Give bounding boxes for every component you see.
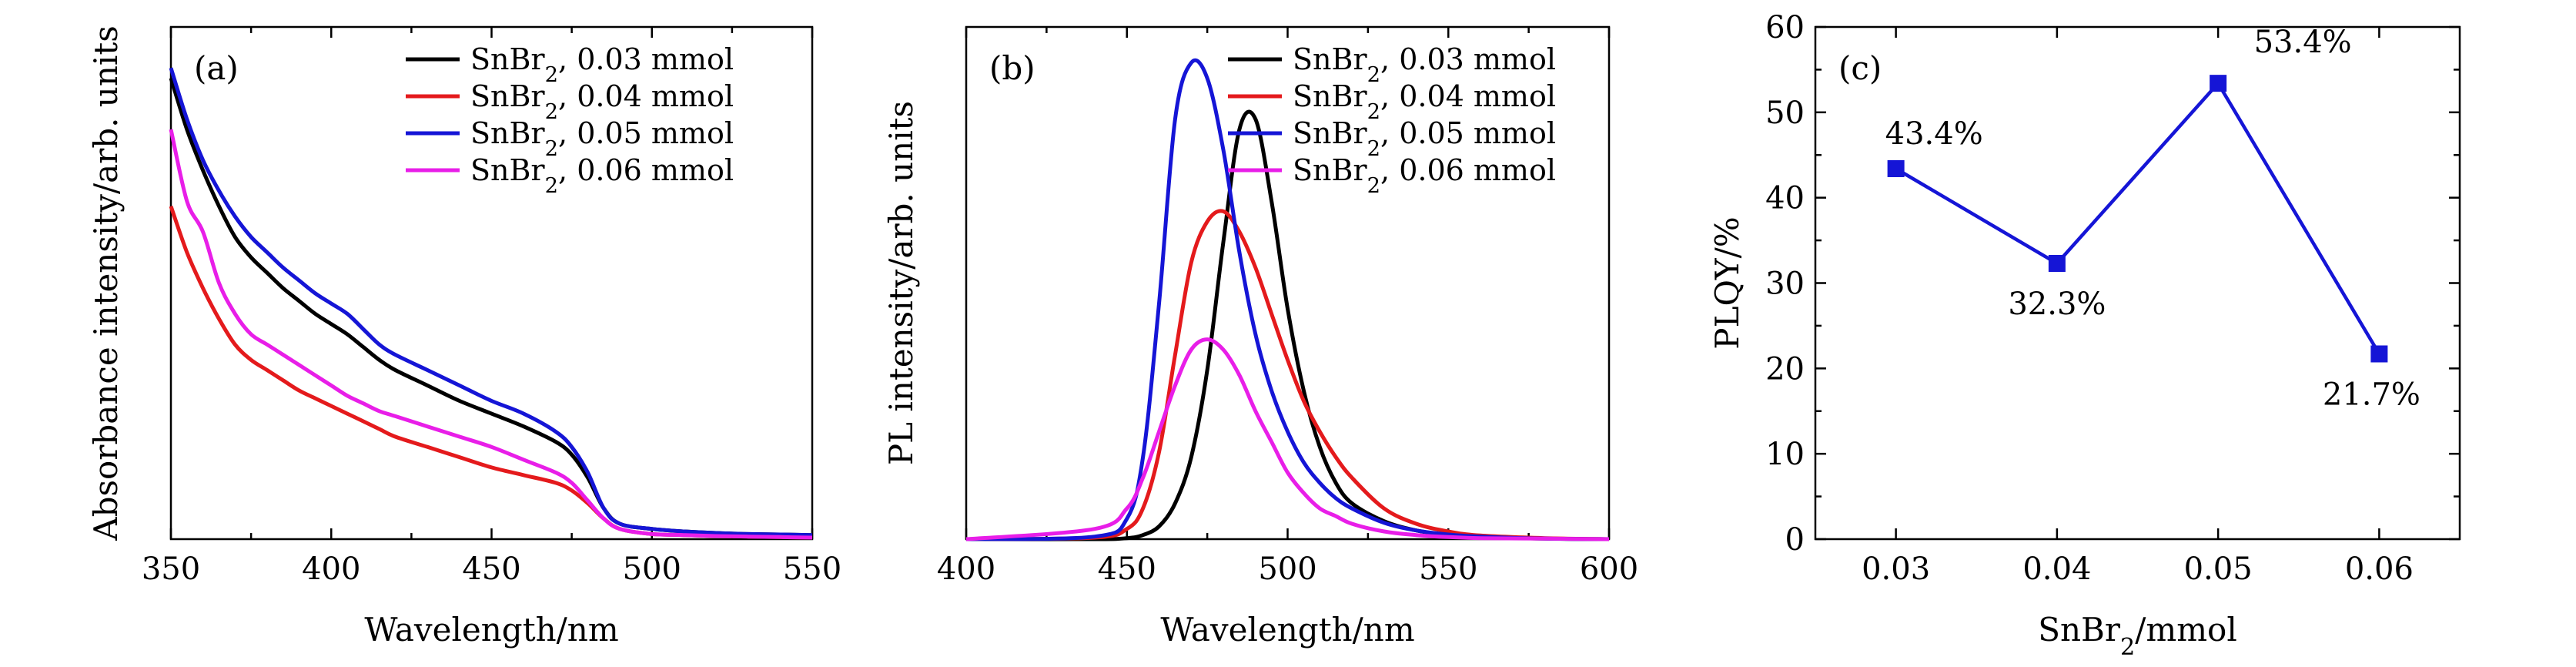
panel-b: 400 450 500 550 600 Wavelength/nm PL intensity… (882, 25, 1638, 649)
data-label: 53.4% (2254, 25, 2352, 60)
plot-frame (1814, 25, 2461, 541)
data-label: 43.4% (1885, 116, 1983, 152)
panel-a: 350 400 450 500 550 Wavelength/nm Absorbance i… (87, 25, 841, 649)
x-tick-label: 0.05 (2184, 551, 2253, 587)
y-tick-label: 50 (1765, 96, 1805, 131)
y-tick-label: 60 (1765, 10, 1805, 45)
series-line-2 (169, 205, 813, 540)
y-tick-label: 40 (1765, 181, 1805, 216)
x-axis-title: Wavelength/nm (364, 611, 618, 649)
legend-label: SnBr2, 0.03 mmol (1293, 42, 1556, 87)
x-tick-label: 600 (1580, 551, 1638, 587)
x-tick-label: 400 (302, 551, 360, 587)
x-tick-label: 550 (783, 551, 841, 587)
x-tick-label: 500 (623, 551, 681, 587)
x-axis-title: SnBr2/mmol (2038, 611, 2237, 661)
data-label: 21.7% (2323, 377, 2420, 412)
x-tick-label: 400 (937, 551, 995, 587)
data-point (1887, 159, 1905, 177)
panel-label: (a) (194, 49, 239, 87)
data-point (2210, 75, 2227, 92)
panel-c: 0.03 0.04 0.05 0.06 0 10 20 30 40 50 60 SnBr2/mmol P… (1708, 10, 2461, 661)
x-tick-label: 450 (1098, 551, 1156, 587)
legend-label: SnBr2, 0.05 mmol (1293, 116, 1556, 161)
x-axis-title: Wavelength/nm (1160, 611, 1414, 649)
panel-label: (b) (989, 49, 1035, 87)
series-line-3 (169, 67, 813, 538)
legend-label: SnBr2, 0.05 mmol (470, 116, 734, 161)
y-tick-label: 10 (1765, 437, 1805, 472)
y-axis-title: PL intensity/arb. units (882, 101, 920, 465)
panel-label: (c) (1838, 49, 1882, 87)
x-tick-label: 0.06 (2345, 551, 2414, 587)
x-tick-label: 500 (1258, 551, 1316, 587)
y-tick-label: 0 (1785, 522, 1805, 558)
x-tick-label: 0.03 (1862, 551, 1930, 587)
legend-label: SnBr2, 0.03 mmol (470, 42, 734, 87)
legend-label: SnBr2, 0.04 mmol (470, 79, 734, 124)
y-tick-label: 20 (1765, 351, 1805, 387)
series-line-4 (169, 129, 813, 540)
x-tick-label: 550 (1419, 551, 1477, 587)
series-line-4 (965, 337, 1610, 541)
x-tick-label: 0.04 (2022, 551, 2091, 587)
legend-label: SnBr2, 0.06 mmol (1293, 153, 1556, 198)
y-axis-title: PLQY/% (1708, 216, 1746, 349)
x-tick-label: 350 (142, 551, 200, 587)
legend-label: SnBr2, 0.04 mmol (1293, 79, 1556, 124)
series-line-2 (965, 209, 1610, 541)
series-line-1 (1895, 81, 2381, 355)
data-point (2048, 255, 2066, 273)
series-line-3 (965, 58, 1610, 541)
data-label: 32.3% (2008, 287, 2106, 322)
data-point (2370, 345, 2388, 363)
y-tick-label: 30 (1765, 266, 1805, 302)
legend-label: SnBr2, 0.06 mmol (470, 153, 734, 198)
x-tick-label: 450 (462, 551, 520, 587)
y-axis-title: Absorbance intensity/arb. units (87, 25, 125, 541)
